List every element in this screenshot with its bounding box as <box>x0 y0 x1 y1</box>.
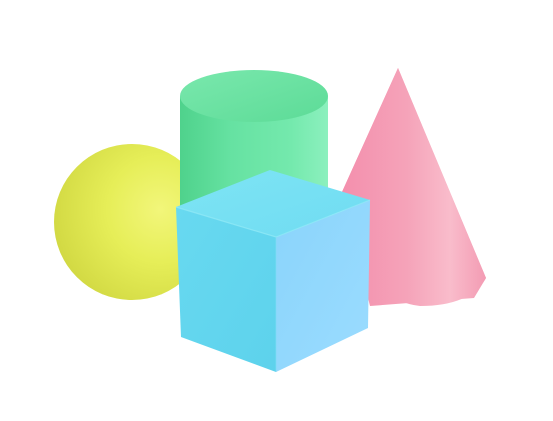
cube-shape <box>175 170 371 372</box>
sphere-shape <box>54 144 210 300</box>
cone-shape <box>342 68 486 306</box>
